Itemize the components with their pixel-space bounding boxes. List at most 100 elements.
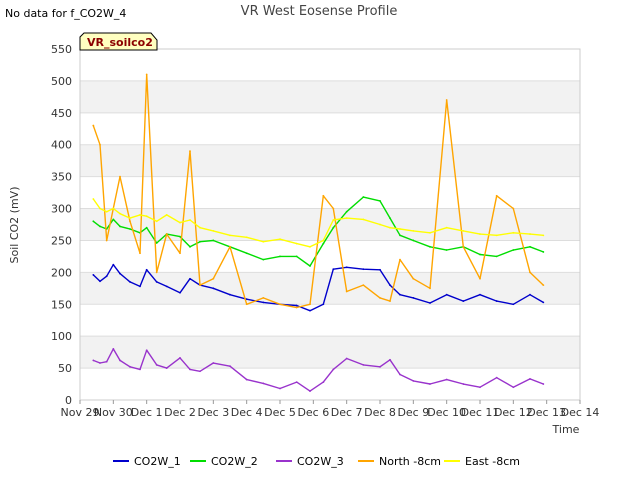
data-point: [479, 293, 481, 296]
data-point: [139, 285, 141, 288]
data-point: [322, 303, 325, 306]
data-point: [179, 291, 181, 294]
data-point: [429, 287, 431, 290]
data-point: [279, 238, 281, 241]
data-point: [512, 207, 515, 210]
data-point: [332, 207, 335, 210]
x-tick-label: Dec 5: [264, 406, 296, 419]
data-point: [529, 293, 531, 296]
badge-box: [79, 32, 158, 51]
legend-label: CO2W_3: [297, 455, 344, 468]
data-point: [295, 255, 298, 258]
data-point: [129, 217, 131, 220]
data-point: [479, 386, 481, 389]
data-point: [119, 359, 121, 362]
data-point: [479, 233, 481, 235]
data-point: [155, 220, 158, 223]
x-tick-label: Dec 10: [427, 406, 466, 419]
data-point: [279, 255, 281, 258]
data-point: [412, 277, 415, 280]
y-tick-label: 100: [51, 330, 72, 343]
series-line: [92, 198, 544, 248]
data-point: [345, 210, 348, 213]
data-point: [479, 277, 481, 280]
data-point: [399, 258, 401, 261]
chart-title: VR West Eosense Profile: [241, 4, 398, 19]
data-point: [512, 231, 515, 234]
data-point: [445, 293, 448, 296]
data-point: [199, 370, 201, 373]
y-tick-label: 450: [51, 107, 72, 120]
x-tick-label: Dec 8: [364, 406, 396, 419]
data-point: [295, 381, 298, 384]
data-point: [332, 268, 335, 271]
data-point: [542, 251, 545, 253]
data-point: [542, 301, 545, 304]
y-tick-label: 500: [51, 75, 72, 88]
data-point: [345, 290, 348, 293]
legend-label: North -8cm: [379, 455, 441, 468]
data-point: [99, 143, 101, 146]
data-point: [295, 242, 298, 245]
data-point: [99, 280, 101, 283]
data-point: [495, 300, 498, 302]
data-point: [512, 386, 515, 389]
data-point: [529, 378, 531, 380]
x-tick-label: Dec 3: [197, 406, 229, 419]
data-point: [479, 253, 481, 256]
data-point: [389, 217, 391, 220]
data-point: [309, 390, 311, 392]
data-point: [529, 271, 531, 274]
y-tick-label: 350: [51, 171, 72, 184]
data-point: [165, 285, 168, 288]
data-point: [229, 234, 231, 237]
data-point: [412, 379, 415, 382]
x-tick-label: Dec 6: [297, 406, 329, 419]
data-point: [495, 376, 498, 379]
data-point: [145, 215, 148, 218]
data-point: [389, 284, 391, 287]
data-point: [112, 263, 115, 266]
data-point: [429, 245, 431, 248]
data-point: [495, 255, 498, 258]
x-tick-label: Dec 2: [164, 406, 196, 419]
x-tick-label: Dec 14: [561, 406, 600, 419]
data-point: [399, 228, 401, 230]
data-point: [495, 194, 498, 197]
data-point: [119, 225, 121, 228]
data-point: [389, 300, 391, 302]
data-point: [309, 309, 311, 312]
data-point: [179, 235, 181, 238]
data-point: [99, 207, 101, 210]
data-point: [245, 236, 248, 239]
legend-label: CO2W_1: [134, 455, 181, 468]
data-point: [119, 212, 121, 215]
data-point: [165, 367, 168, 369]
data-point: [92, 198, 95, 200]
data-point: [445, 226, 448, 229]
data-point: [362, 284, 365, 287]
data-point: [332, 219, 335, 221]
data-point: [429, 383, 431, 385]
data-point: [155, 281, 158, 283]
data-point: [389, 226, 391, 229]
data-point: [462, 383, 465, 385]
data-point: [542, 234, 545, 237]
data-point: [189, 245, 191, 248]
data-point: [345, 266, 348, 269]
data-point: [379, 223, 381, 226]
y-tick-label: 50: [58, 362, 72, 375]
x-tick-label: Dec 4: [231, 406, 263, 419]
y-tick-label: 400: [51, 139, 72, 152]
plot-area: 0 50 100 150 200 250 300 350 400 450 500 550 Nov 29N…: [51, 43, 599, 419]
y-tick-label: 200: [51, 266, 72, 279]
data-point: [362, 268, 365, 271]
data-point: [262, 240, 265, 243]
data-point: [139, 252, 141, 255]
data-point: [399, 293, 401, 296]
data-point: [92, 274, 95, 276]
data-point: [155, 364, 158, 366]
data-point: [412, 229, 415, 232]
data-point: [105, 360, 108, 363]
